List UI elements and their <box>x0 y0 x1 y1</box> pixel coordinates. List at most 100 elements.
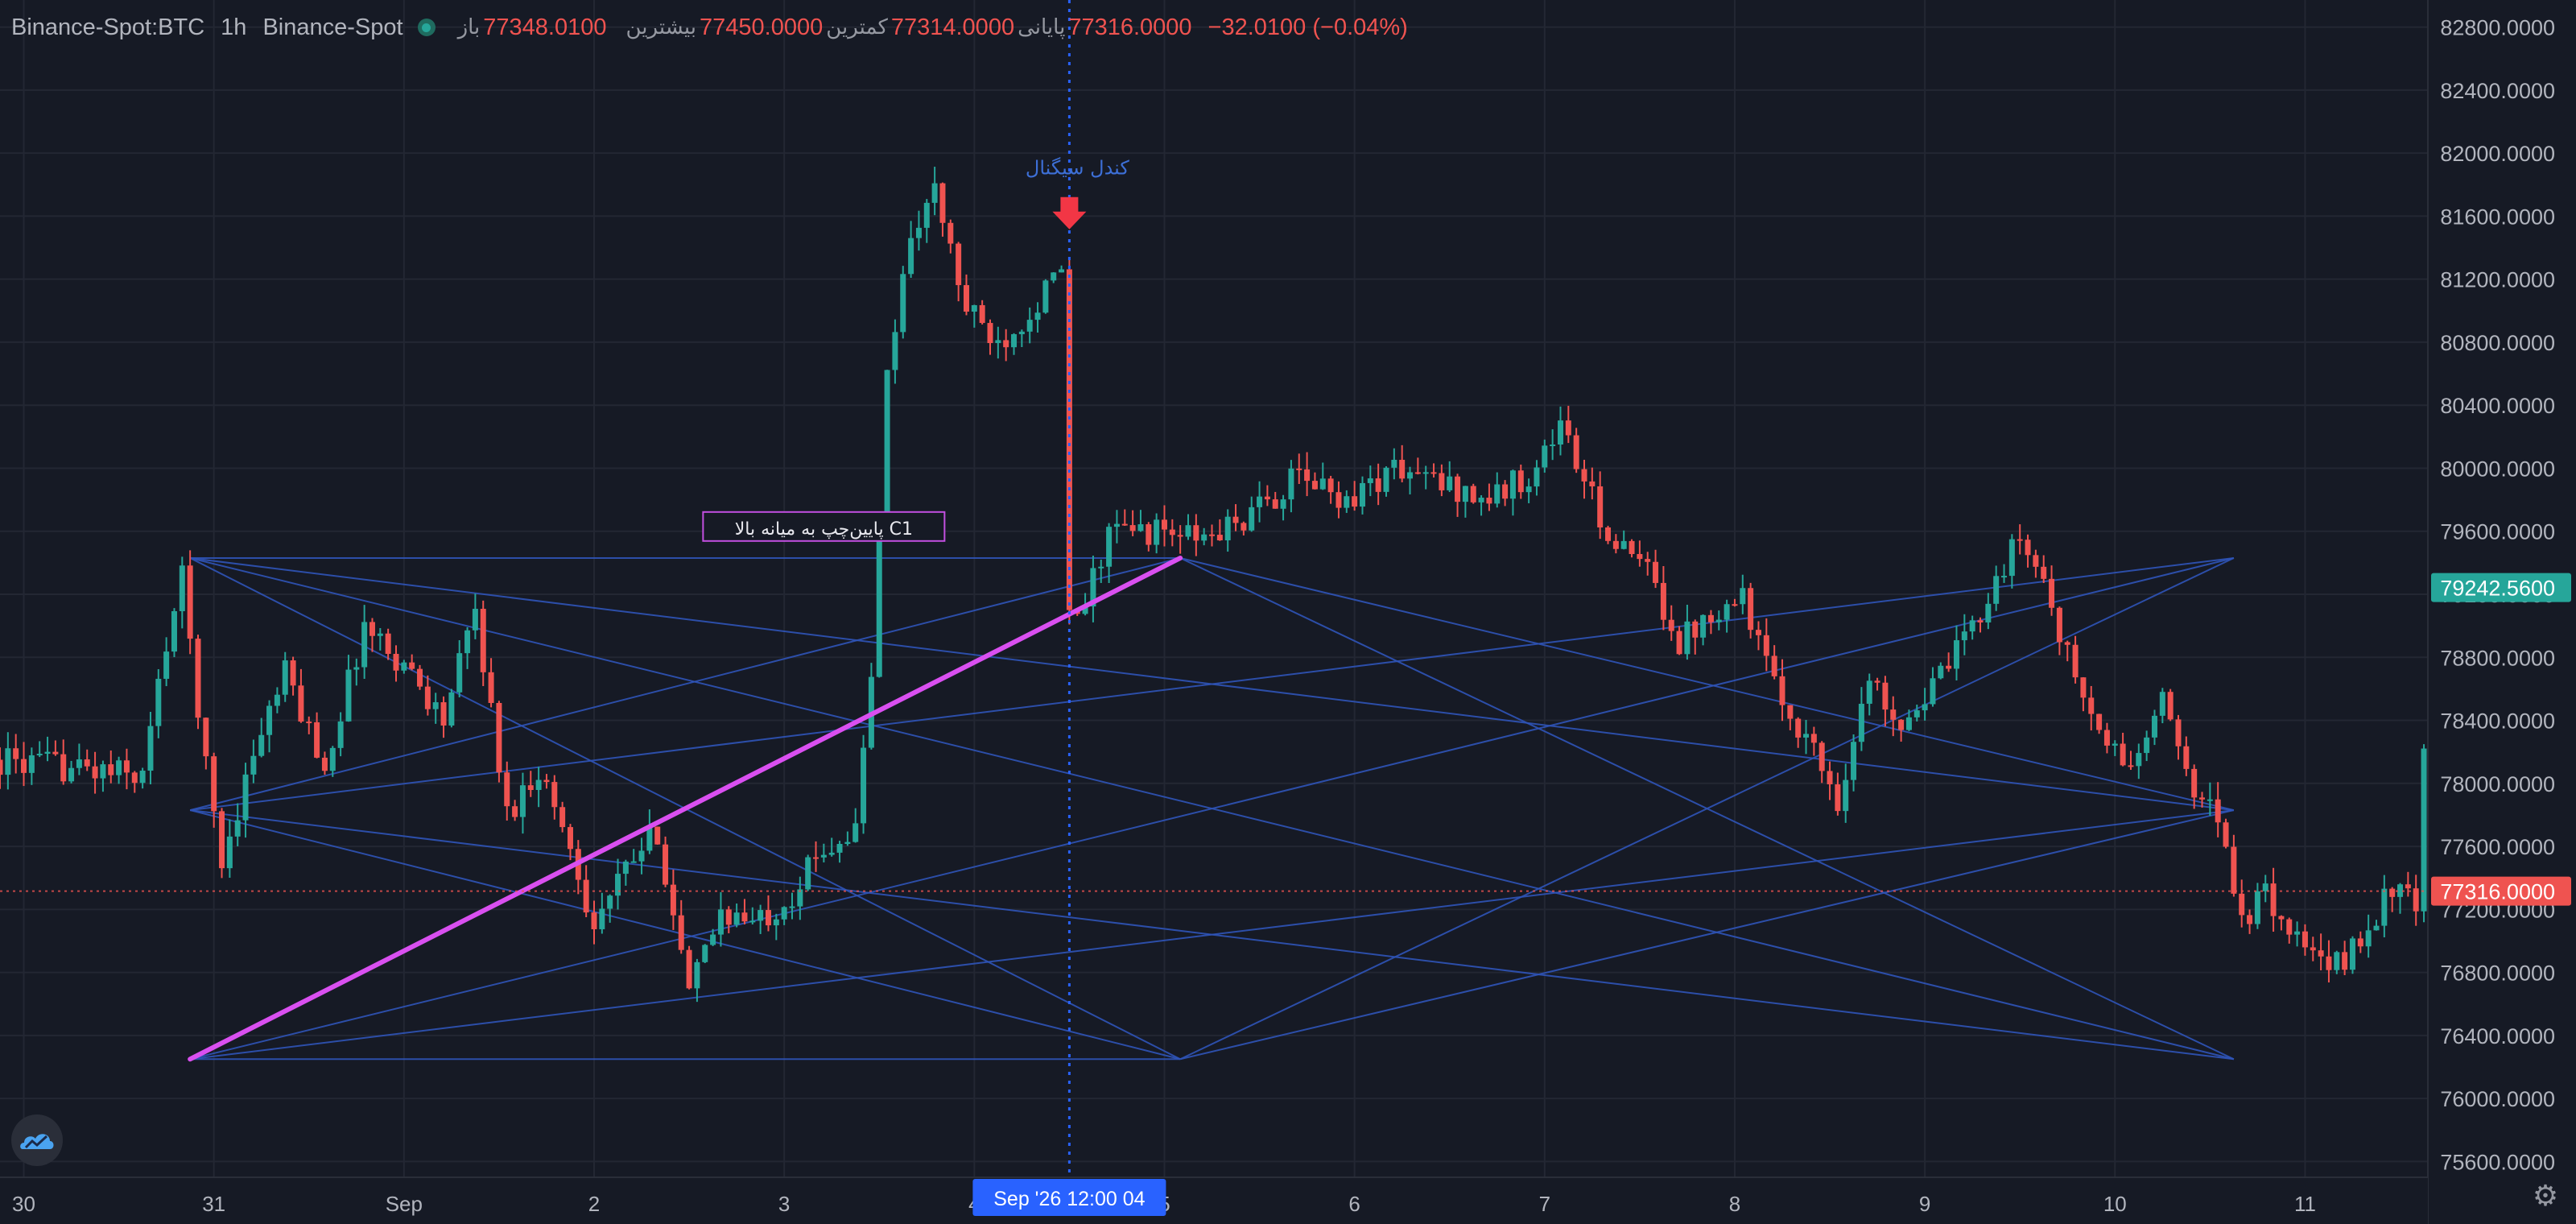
candle[interactable] <box>1311 472 1318 490</box>
candle[interactable] <box>1296 453 1302 485</box>
candle[interactable] <box>607 894 613 923</box>
market-status-icon[interactable] <box>417 19 436 36</box>
candle[interactable] <box>440 696 447 738</box>
candle[interactable] <box>1858 687 1864 751</box>
candle[interactable] <box>258 717 265 758</box>
candle[interactable] <box>820 843 827 862</box>
candle[interactable] <box>2112 740 2118 756</box>
candle[interactable] <box>1787 705 1794 730</box>
candle[interactable] <box>1653 549 1659 589</box>
candle[interactable] <box>2199 792 2206 808</box>
candle[interactable] <box>971 304 977 328</box>
candle[interactable] <box>1478 494 1484 516</box>
candle[interactable] <box>686 945 692 990</box>
candle[interactable] <box>2254 883 2260 929</box>
candle[interactable] <box>393 645 399 682</box>
candle[interactable] <box>844 831 851 846</box>
symbol-name[interactable]: Binance-Spot:BTC <box>11 14 205 40</box>
candle[interactable] <box>274 687 280 713</box>
candle[interactable] <box>2144 730 2150 762</box>
candle[interactable] <box>1209 524 1216 547</box>
candle[interactable] <box>1763 618 1769 672</box>
candle[interactable] <box>725 906 732 933</box>
candle[interactable] <box>1874 677 1880 691</box>
candle[interactable] <box>1367 465 1373 497</box>
candle[interactable] <box>1169 519 1175 547</box>
candle[interactable] <box>2278 915 2285 931</box>
candle[interactable] <box>464 626 471 669</box>
candle[interactable] <box>1517 464 1524 499</box>
c1-annotation[interactable]: C1 پایین‌چپ به میانه بالا <box>702 511 946 542</box>
candle[interactable] <box>1422 465 1429 490</box>
candle[interactable] <box>1280 494 1286 521</box>
candle[interactable] <box>2183 736 2190 776</box>
candle[interactable] <box>852 808 859 843</box>
candle[interactable] <box>1232 504 1239 531</box>
candle[interactable] <box>908 221 914 279</box>
trendline[interactable] <box>188 555 1183 1062</box>
candle[interactable] <box>2223 818 2229 849</box>
gear-icon[interactable]: ⚙ <box>2532 1180 2559 1213</box>
candle[interactable] <box>1898 719 1905 742</box>
candle[interactable] <box>2286 917 2293 944</box>
candle[interactable] <box>1502 480 1509 507</box>
candle[interactable] <box>1890 696 1897 737</box>
candle[interactable] <box>100 760 106 792</box>
crosshair-time-badge[interactable] <box>972 1179 1166 1216</box>
candle[interactable] <box>1121 509 1128 527</box>
candle[interactable] <box>1732 598 1738 607</box>
candle[interactable] <box>1748 582 1754 639</box>
candle[interactable] <box>1137 510 1144 532</box>
candle[interactable] <box>1494 472 1501 508</box>
candle[interactable] <box>1810 726 1817 756</box>
candle[interactable] <box>979 300 985 325</box>
candle[interactable] <box>92 751 98 794</box>
candle[interactable] <box>401 660 407 674</box>
candle[interactable] <box>266 700 273 753</box>
candle[interactable] <box>1755 621 1761 651</box>
interval-label[interactable]: 1h <box>221 14 247 40</box>
candle[interactable] <box>931 167 938 216</box>
candle[interactable] <box>797 876 803 920</box>
candle[interactable] <box>1835 772 1841 816</box>
candle[interactable] <box>1676 626 1682 655</box>
candle[interactable] <box>377 627 383 651</box>
candle[interactable] <box>2421 744 2427 923</box>
candle[interactable] <box>551 775 558 820</box>
candle[interactable] <box>155 668 162 738</box>
candle[interactable] <box>710 928 716 946</box>
candle[interactable] <box>1304 452 1311 497</box>
candle[interactable] <box>116 756 122 784</box>
candle[interactable] <box>646 809 653 854</box>
candle[interactable] <box>1707 610 1714 635</box>
candle[interactable] <box>1637 540 1643 567</box>
candle[interactable] <box>2342 941 2348 975</box>
candle[interactable] <box>1851 734 1857 792</box>
candle[interactable] <box>2318 933 2324 970</box>
candle[interactable] <box>1011 333 1018 355</box>
candle[interactable] <box>36 741 43 758</box>
candle[interactable] <box>828 837 835 857</box>
candle[interactable] <box>1534 460 1540 496</box>
candle[interactable] <box>519 772 526 834</box>
candle[interactable] <box>1185 514 1191 540</box>
candle[interactable] <box>2049 565 2055 616</box>
candle[interactable] <box>1399 445 1406 482</box>
candle[interactable] <box>306 716 312 734</box>
candle[interactable] <box>1913 705 1920 722</box>
candle[interactable] <box>1486 483 1492 511</box>
candle[interactable] <box>1129 510 1136 536</box>
candle[interactable] <box>2389 887 2396 912</box>
candle[interactable] <box>1257 481 1263 523</box>
candle[interactable] <box>512 800 518 821</box>
candle[interactable] <box>2080 676 2087 712</box>
candle[interactable] <box>361 605 368 679</box>
candle[interactable] <box>2167 688 2174 722</box>
candle[interactable] <box>76 743 82 775</box>
candle[interactable] <box>131 771 138 793</box>
candle[interactable] <box>337 712 344 757</box>
candle[interactable] <box>1018 329 1025 348</box>
candle[interactable] <box>21 742 27 787</box>
candle[interactable] <box>1803 720 1810 755</box>
